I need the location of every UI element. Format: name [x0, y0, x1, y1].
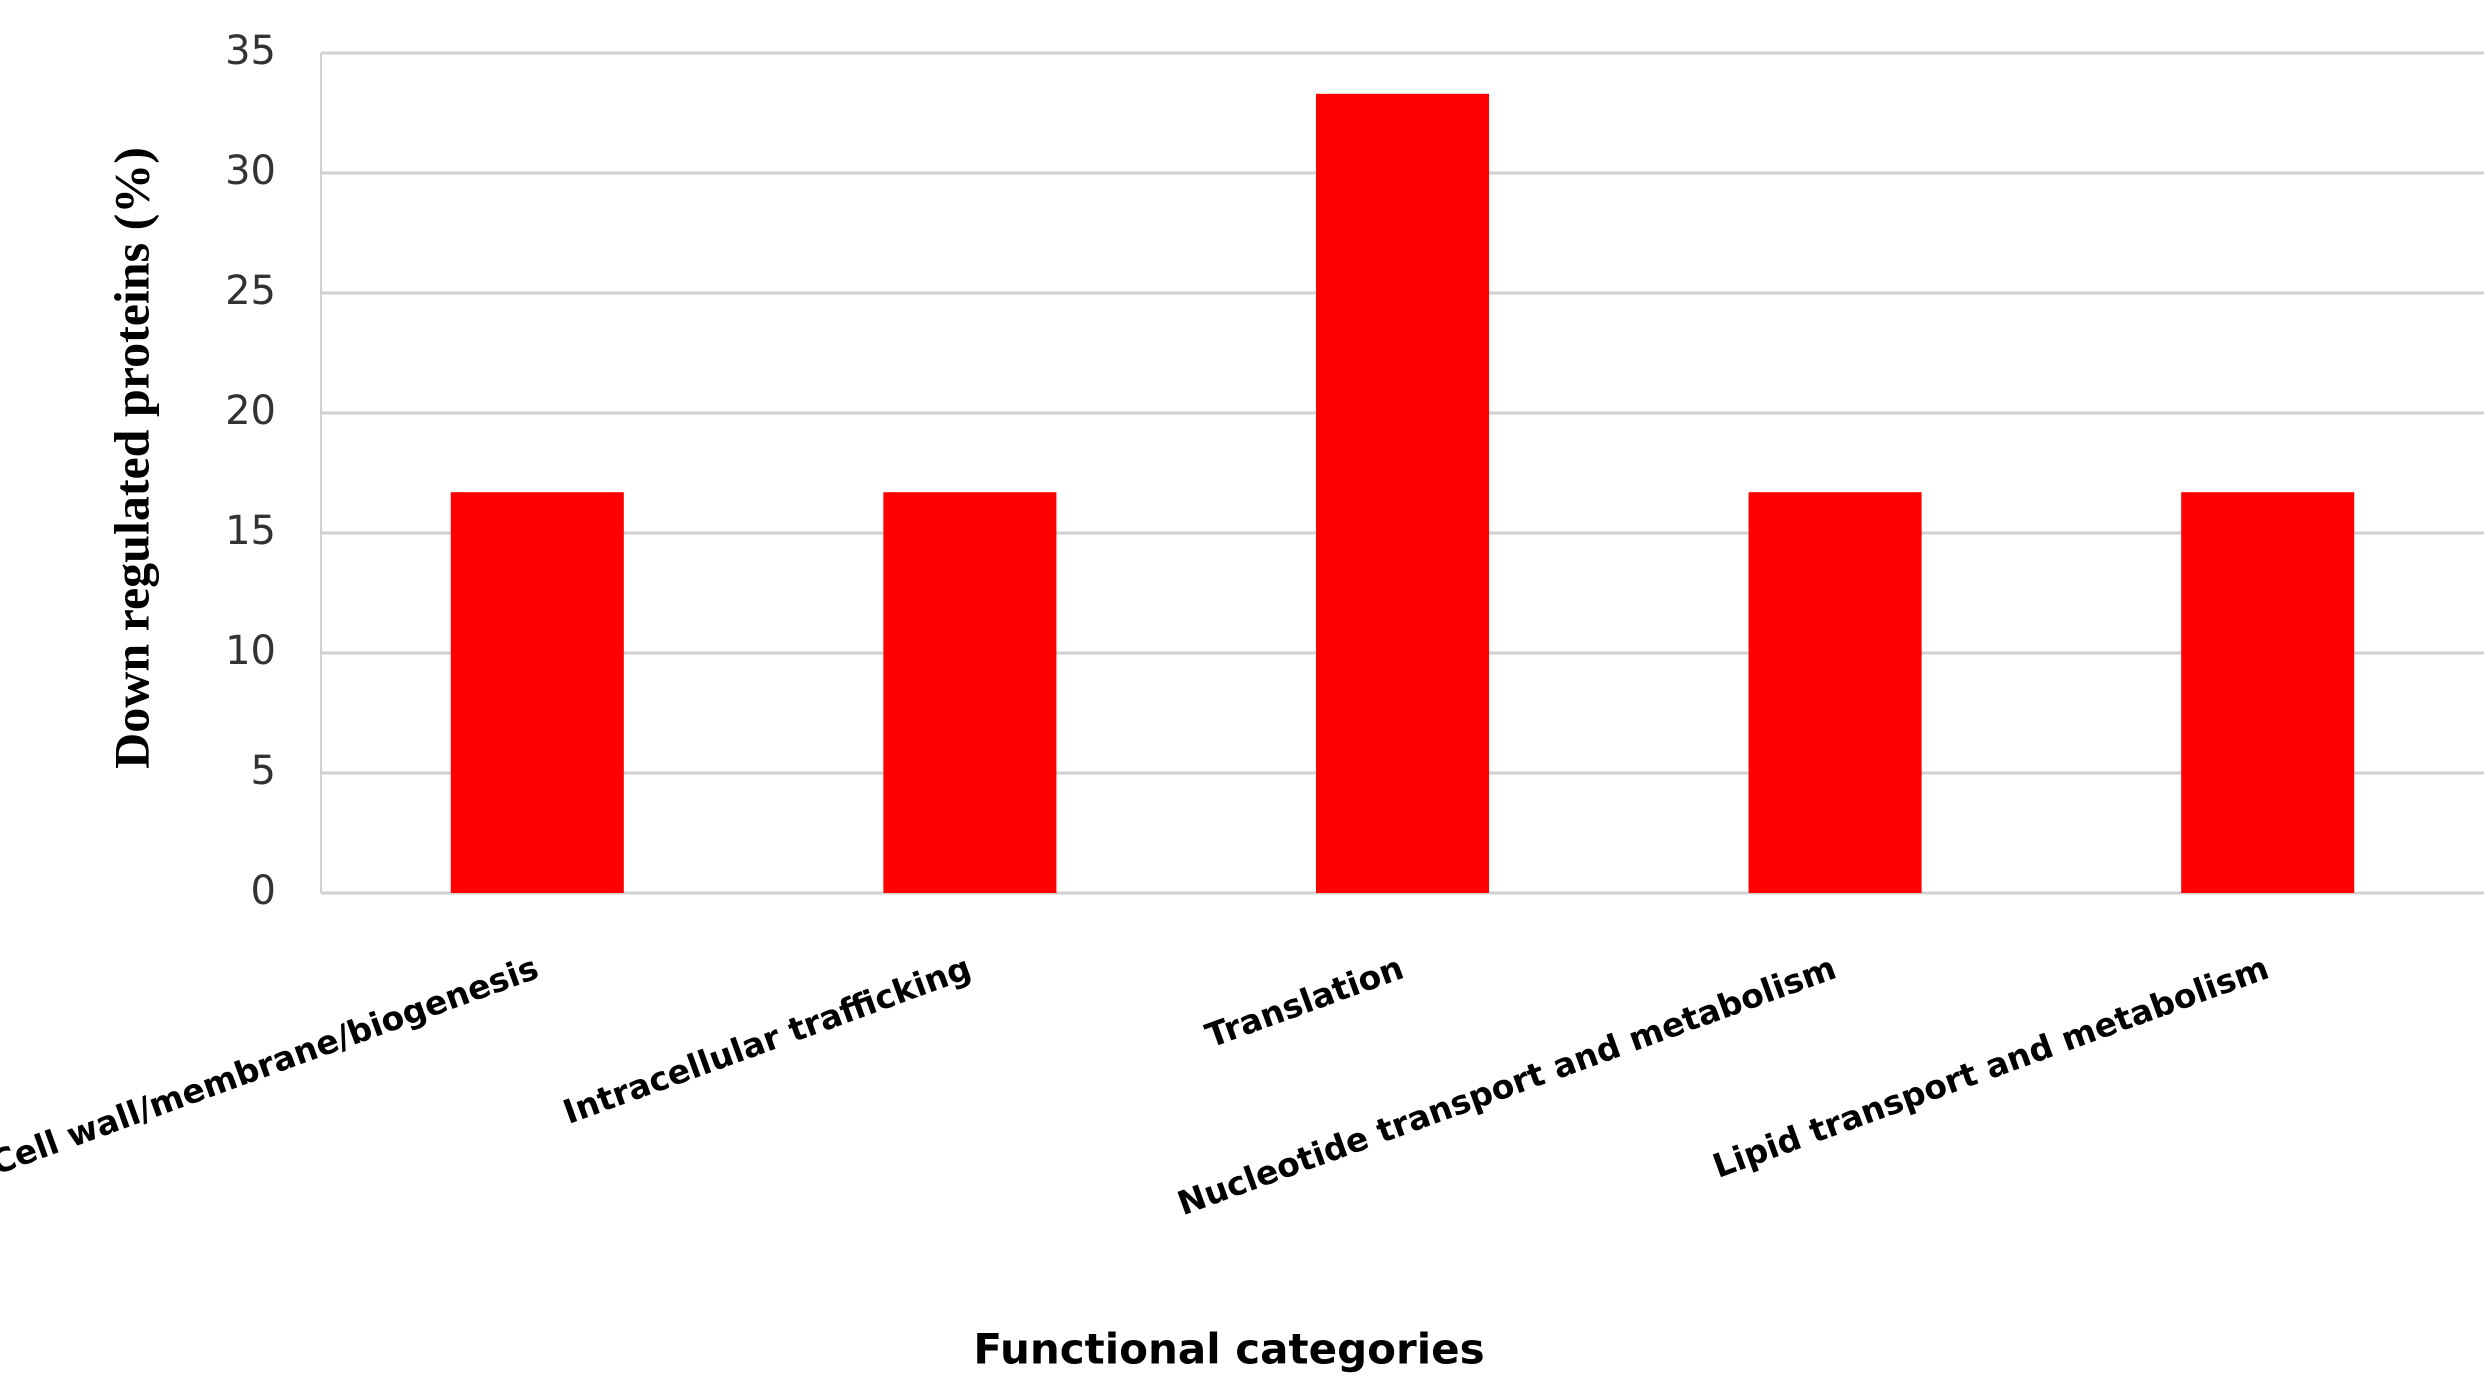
bar	[2181, 492, 2355, 893]
bar	[883, 492, 1057, 893]
y-axis-title: Down regulated proteins (%)	[103, 147, 159, 769]
x-axis-title: Functional categories	[973, 1325, 1484, 1374]
x-tick-label: Intracellular trafficking	[558, 948, 976, 1132]
y-tick-label: 15	[225, 508, 276, 554]
y-tick-label: 10	[225, 628, 276, 674]
y-tick-label: 30	[225, 148, 276, 194]
x-tick-label: Translation	[1200, 948, 1408, 1056]
y-tick-label: 20	[225, 388, 276, 434]
x-tick-label: Nucleotide transport and metabolism	[1172, 948, 1841, 1223]
bar	[1315, 93, 1490, 894]
bar	[450, 492, 624, 893]
y-tick-label: 5	[251, 748, 276, 794]
y-tick-label: 35	[225, 28, 276, 74]
y-tick-label: 25	[225, 268, 276, 314]
bar	[1748, 492, 1922, 893]
y-tick-label: 0	[251, 868, 276, 914]
x-tick-label: Cell wall/membrane/biogenesis	[0, 948, 543, 1183]
